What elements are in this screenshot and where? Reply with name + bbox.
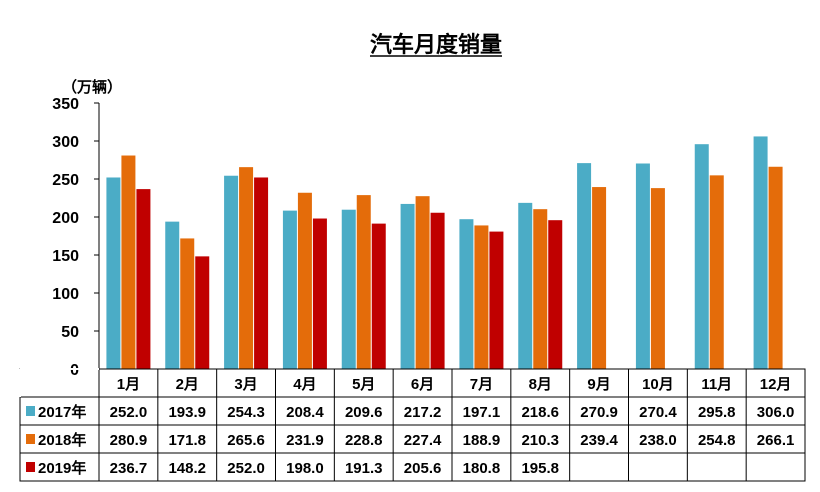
bar <box>180 238 195 369</box>
data-label: 231.9 <box>286 432 324 449</box>
bar <box>165 221 180 369</box>
bar <box>297 192 312 369</box>
data-label: 198.0 <box>286 460 324 477</box>
data-label: 252.0 <box>110 404 148 421</box>
bar <box>106 177 121 369</box>
data-label: 195.8 <box>521 460 559 477</box>
legend-label: 2018年 <box>38 431 86 449</box>
data-label: 180.8 <box>463 460 501 477</box>
bar <box>341 209 356 369</box>
data-label: 270.4 <box>639 404 677 421</box>
bar <box>489 231 504 369</box>
bar <box>312 218 327 369</box>
y-axis-unit-label: （万辆） <box>62 78 122 96</box>
x-tick-label: 3月 <box>234 376 257 393</box>
data-label: 188.9 <box>463 432 501 449</box>
x-tick-label: 4月 <box>293 376 316 393</box>
bar <box>282 210 297 369</box>
x-tick-label: 10月 <box>642 376 674 393</box>
bar <box>371 223 386 369</box>
bar <box>753 136 768 369</box>
data-label: 266.1 <box>757 432 795 449</box>
bar <box>254 177 269 369</box>
bar <box>548 220 563 369</box>
y-tick-label: 100 <box>52 286 79 303</box>
bar <box>121 155 136 369</box>
legend-swatch <box>26 462 35 472</box>
bar <box>533 209 548 369</box>
x-tick-label: 6月 <box>411 376 434 393</box>
data-label: 218.6 <box>521 404 559 421</box>
bar <box>474 225 489 369</box>
legend-swatch <box>26 406 35 416</box>
y-tick-label: 250 <box>52 172 79 189</box>
data-label: 208.4 <box>286 404 324 421</box>
bar <box>694 144 709 369</box>
bar <box>709 175 724 369</box>
data-label: 238.0 <box>639 432 677 449</box>
data-label: 236.7 <box>110 460 148 477</box>
x-tick-label: 12月 <box>760 376 792 393</box>
x-tick-label: 9月 <box>587 376 610 393</box>
data-label: 228.8 <box>345 432 383 449</box>
data-label: 205.6 <box>404 460 442 477</box>
data-label: 148.2 <box>168 460 206 477</box>
data-label: 252.0 <box>227 460 265 477</box>
data-label: 239.4 <box>580 432 618 449</box>
y-tick-label: 150 <box>52 248 79 265</box>
x-tick-label: 5月 <box>352 376 375 393</box>
bar <box>224 175 239 369</box>
legend-swatch <box>26 434 35 444</box>
data-label: 265.6 <box>227 432 265 449</box>
bar <box>577 163 592 369</box>
bar <box>650 188 665 369</box>
bar <box>459 219 474 369</box>
data-label: 227.4 <box>404 432 442 449</box>
y-axis: 0 50 100 150 200 250 300 350 <box>52 96 100 379</box>
legend-label: 2019年 <box>38 459 86 477</box>
y-tick-label: 0 <box>70 362 79 379</box>
bar <box>356 195 371 369</box>
bar <box>239 167 254 369</box>
bar <box>592 187 607 369</box>
bar <box>415 196 430 369</box>
legend-label: 2017年 <box>38 403 86 421</box>
data-label: 254.3 <box>227 404 265 421</box>
data-label: 171.8 <box>168 432 206 449</box>
bar <box>768 166 783 369</box>
y-tick-label: 350 <box>52 96 79 113</box>
bar <box>195 256 210 369</box>
y-tick-label: 50 <box>61 324 79 341</box>
data-label: 217.2 <box>404 404 442 421</box>
data-label: 209.6 <box>345 404 383 421</box>
bar <box>430 212 445 369</box>
chart-title: 汽车月度销量 <box>370 32 502 58</box>
data-label: 280.9 <box>110 432 148 449</box>
x-tick-label: 1月 <box>117 376 140 393</box>
data-table: 1月 2月 3月 4月 5月 6月 7月 8月 9月 10月 11月 12月 2017年 252.0 193… <box>19 368 806 482</box>
y-tick-label: 300 <box>52 134 79 151</box>
data-label: 306.0 <box>757 404 795 421</box>
bar <box>635 163 650 369</box>
data-label: 193.9 <box>168 404 206 421</box>
data-label: 210.3 <box>521 432 559 449</box>
data-label: 270.9 <box>580 404 618 421</box>
x-tick-label: 11月 <box>701 376 732 393</box>
data-label: 295.8 <box>698 404 736 421</box>
x-tick-label: 7月 <box>470 376 493 393</box>
data-label: 254.8 <box>698 432 736 449</box>
y-tick-label: 200 <box>52 210 79 227</box>
bar <box>136 189 151 369</box>
data-label: 197.1 <box>463 404 501 421</box>
bar <box>400 203 415 369</box>
bars <box>106 136 783 369</box>
x-tick-label: 8月 <box>529 376 552 393</box>
bar <box>518 202 533 369</box>
data-label: 191.3 <box>345 460 383 477</box>
x-tick-label: 2月 <box>176 376 199 393</box>
